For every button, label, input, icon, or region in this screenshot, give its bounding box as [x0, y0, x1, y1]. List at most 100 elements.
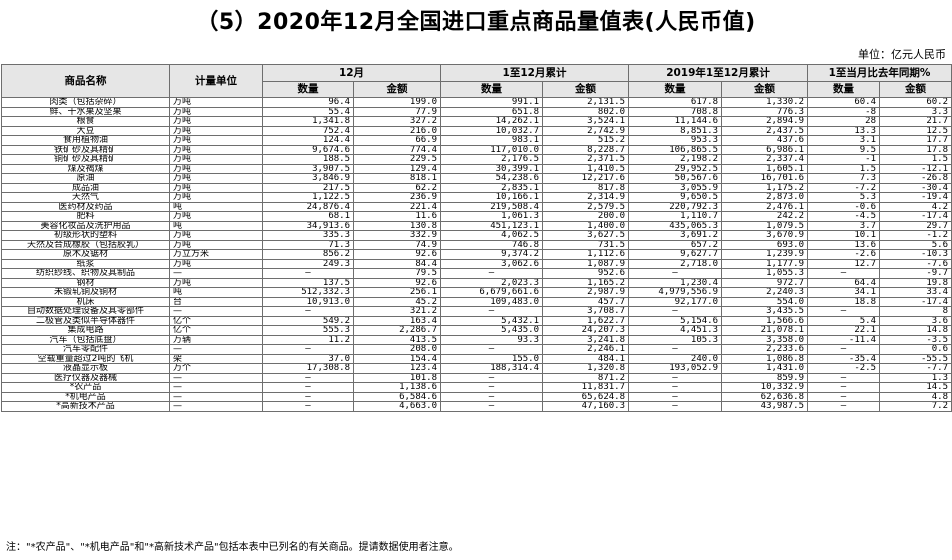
cell-prev-amount: 242.2 [721, 211, 809, 222]
table-row: *机电产品 — —6,584.6—65,624.8—62,636.8—4.8 [1, 391, 952, 402]
cell-yoy-amount: 1.5 [879, 154, 952, 165]
cell-dec-qty: — [262, 401, 354, 412]
cell-ytd-amount: 952.6 [541, 268, 630, 279]
header-sub: 金额 [879, 81, 952, 98]
cell-ytd-qty: — [440, 306, 543, 317]
cell-yoy-amount: 29.7 [879, 220, 952, 231]
cell-yoy-amount: 33.4 [879, 287, 952, 298]
cell-prev-amount: 1,079.5 [721, 220, 809, 231]
cell-ytd-amount: 24,207.3 [541, 325, 630, 336]
cell-ytd-qty: 2,023.3 [440, 277, 543, 288]
header-group-ytd: 1至12月累计 [439, 64, 630, 82]
cell-dec-qty: 34,913.6 [262, 220, 354, 231]
cell-ytd-amount: 2,742.9 [541, 125, 630, 136]
cell-ytd-amount: 1,400.0 [541, 220, 630, 231]
cell-yoy-amount: -3.5 [879, 334, 952, 345]
cell-dec-qty: 9,674.6 [262, 144, 354, 155]
cell-item-name: 铁矿砂及其精矿 [1, 144, 170, 155]
cell-dec-qty: 555.3 [262, 325, 354, 336]
cell-yoy-qty: — [807, 268, 881, 279]
cell-ytd-amount: 3,627.5 [541, 230, 630, 241]
cell-yoy-amount: 4.2 [879, 201, 952, 212]
cell-unit: 万吨 [169, 277, 263, 288]
cell-ytd-qty: 155.0 [440, 353, 543, 364]
cell-ytd-amount: 47,160.3 [541, 401, 630, 412]
cell-dec-amount: 11.6 [353, 211, 441, 222]
cell-dec-qty: 188.5 [262, 154, 354, 165]
header-name: 商品名称 [1, 64, 170, 98]
cell-dec-amount: 327.2 [353, 116, 441, 127]
cell-dec-qty: 24,876.4 [262, 201, 354, 212]
cell-unit: — [169, 344, 263, 355]
cell-unit: 万吨 [169, 182, 263, 193]
cell-dec-qty: 1,341.8 [262, 116, 354, 127]
cell-ytd-amount: 8,228.7 [541, 144, 630, 155]
cell-yoy-qty: 18.8 [807, 296, 881, 307]
cell-yoy-qty: 9.5 [807, 144, 881, 155]
cell-item-name: 大豆 [1, 125, 170, 136]
cell-yoy-qty: — [807, 344, 881, 355]
cell-yoy-qty: 28 [807, 116, 881, 127]
table-row: 医疗仪器及器械 — —101.8—871.2—859.9—1.3 [1, 372, 952, 383]
cell-item-name: 原木及锯材 [1, 249, 170, 260]
cell-yoy-qty: — [807, 401, 881, 412]
cell-prev-qty: 240.0 [628, 353, 723, 364]
cell-item-name: *机电产品 [1, 391, 170, 402]
cell-prev-qty: 2,198.2 [628, 154, 723, 165]
cell-prev-amount: 21,078.1 [721, 325, 809, 336]
cell-ytd-qty: 5,435.0 [440, 325, 543, 336]
cell-yoy-amount: 12.5 [879, 125, 952, 136]
cell-unit: 万吨 [169, 230, 263, 241]
cell-item-name: 铜矿砂及其精矿 [1, 154, 170, 165]
cell-yoy-qty: — [807, 306, 881, 317]
cell-unit: 万吨 [169, 116, 263, 127]
cell-item-name: 纺织纱线、织物及其制品 [1, 268, 170, 279]
cell-prev-qty: 193,052.9 [628, 363, 723, 374]
cell-yoy-qty: -2.5 [807, 363, 881, 374]
cell-ytd-qty: 2,835.1 [440, 182, 543, 193]
cell-ytd-qty: — [440, 268, 543, 279]
cell-dec-amount: 236.9 [353, 192, 441, 203]
header-sub: 金额 [353, 81, 441, 98]
header-unit: 计量单位 [169, 64, 263, 98]
cell-ytd-amount: 2,987.9 [541, 287, 630, 298]
cell-yoy-amount: 3.3 [879, 106, 952, 117]
cell-prev-amount: 3,670.9 [721, 230, 809, 241]
cell-yoy-amount: 14.8 [879, 325, 952, 336]
cell-unit: 万吨 [169, 239, 263, 250]
cell-prev-amount: 1,605.1 [721, 163, 809, 174]
cell-dec-qty: 549.2 [262, 315, 354, 326]
cell-prev-amount: 16,701.6 [721, 173, 809, 184]
cell-dec-qty: 124.4 [262, 135, 354, 146]
cell-ytd-qty: 1,061.3 [440, 211, 543, 222]
cell-prev-qty: 106,865.5 [628, 144, 723, 155]
cell-ytd-amount: 1,320.8 [541, 363, 630, 374]
table-row: 医药材及药品吨 24,876.4 221.4 219,508.4 2,579.5 220,… [1, 201, 952, 212]
cell-prev-amount: 6,986.1 [721, 144, 809, 155]
cell-ytd-amount: 1,622.7 [541, 315, 630, 326]
table-row: 肉类（包括杂碎） 万吨 96.4 199.0 991.1 2,131.5 617.8 1,33… [1, 97, 952, 108]
cell-prev-amount: 1,086.8 [721, 353, 809, 364]
cell-prev-amount: 62,636.8 [721, 391, 809, 402]
cell-item-name: 成品油 [1, 182, 170, 193]
cell-prev-amount: 1,431.0 [721, 363, 809, 374]
cell-dec-amount: 62.2 [353, 182, 441, 193]
cell-prev-qty: — [628, 391, 723, 402]
cell-yoy-amount: -1.2 [879, 230, 952, 241]
cell-yoy-amount: 17.8 [879, 144, 952, 155]
cell-yoy-amount: -26.8 [879, 173, 952, 184]
cell-prev-amount: 10,332.9 [721, 382, 809, 393]
cell-unit: 万辆 [169, 334, 263, 345]
cell-yoy-amount: 17.7 [879, 135, 952, 146]
cell-dec-amount: 4,663.0 [353, 401, 441, 412]
cell-prev-amount: 554.0 [721, 296, 809, 307]
cell-prev-amount: 3,435.5 [721, 306, 809, 317]
cell-item-name: 粮食 [1, 116, 170, 127]
cell-dec-amount: 101.8 [353, 372, 441, 383]
cell-ytd-qty: 651.8 [440, 106, 543, 117]
table-row: 原油 万吨 3,846.9 818.1 54,238.6 12,217.6 50,567.6… [1, 173, 952, 184]
cell-ytd-qty: 991.1 [440, 97, 543, 108]
cell-dec-qty: 11.2 [262, 334, 354, 345]
cell-ytd-qty: 10,166.1 [440, 192, 543, 203]
cell-ytd-amount: 515.2 [541, 135, 630, 146]
